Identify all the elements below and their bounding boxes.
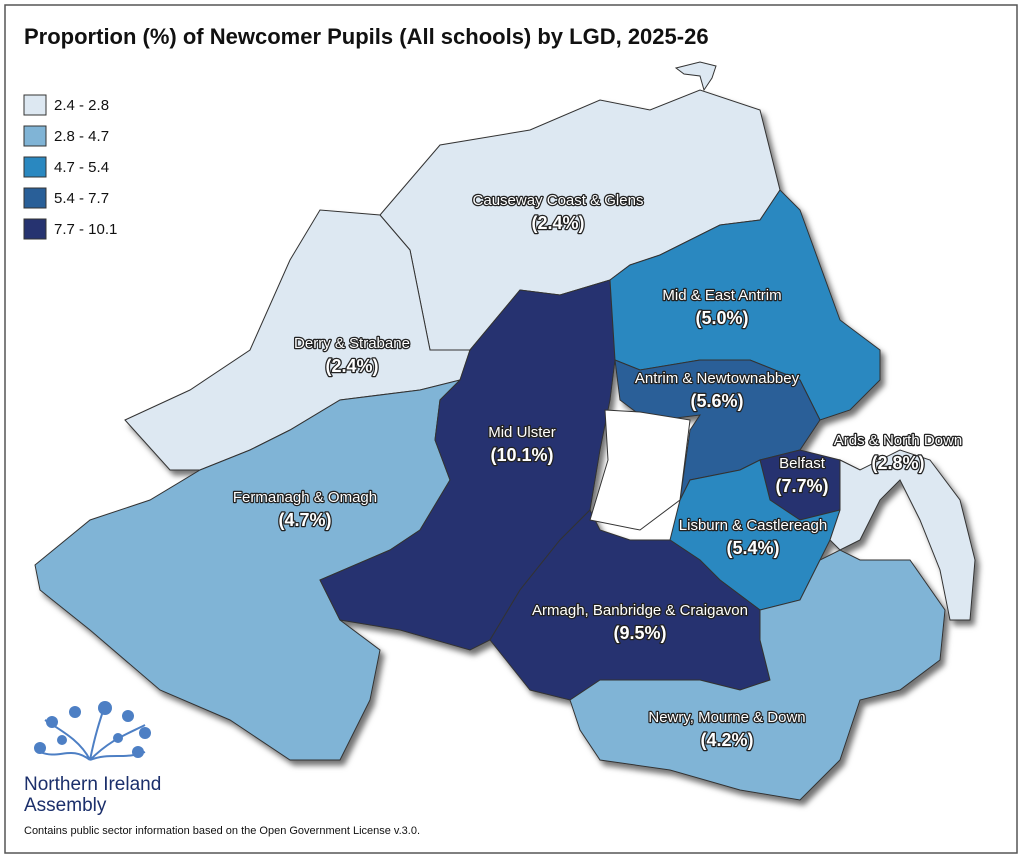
- logo-text: Northern Ireland: [24, 774, 161, 795]
- region-value: (9.5%): [613, 623, 666, 643]
- legend-swatch: [23, 125, 47, 147]
- region-value: (7.7%): [775, 476, 828, 496]
- regions: [34, 89, 976, 801]
- region-value: (5.6%): [690, 391, 743, 411]
- map-title: Proportion (%) of Newcomer Pupils (All s…: [24, 24, 709, 49]
- legend-label: 2.8 - 4.7: [54, 128, 109, 145]
- logo-text: Assembly: [24, 795, 107, 816]
- region-name: Belfast: [779, 455, 826, 472]
- region-name: Lisburn & Castlereagh: [679, 517, 827, 534]
- region-value: (4.2%): [700, 730, 753, 750]
- legend-label: 5.4 - 7.7: [54, 190, 109, 207]
- region-value: (2.8%): [871, 453, 924, 473]
- region: [829, 449, 976, 621]
- lough-neagh: [589, 409, 691, 531]
- footer: Contains public sector information based…: [24, 825, 420, 837]
- legend-label: 7.7 - 10.1: [54, 221, 117, 238]
- region-value: (10.1%): [490, 445, 553, 465]
- logo: Northern Ireland Assembly: [24, 701, 161, 816]
- region-name: Mid & East Antrim: [662, 287, 781, 304]
- region-name: Mid Ulster: [488, 424, 556, 441]
- region-name: Antrim & Newtownabbey: [635, 370, 800, 387]
- labels: Causeway Coast & Glens (2.4%) Derry & Stra…: [232, 191, 964, 752]
- region-value: (2.4%): [325, 356, 378, 376]
- legend-swatch: [23, 218, 47, 240]
- legend-label: 4.7 - 5.4: [54, 159, 109, 176]
- region-value: (2.4%): [531, 213, 584, 233]
- legend-swatch: [23, 187, 47, 209]
- legend-label: 2.4 - 2.8: [54, 97, 109, 114]
- region-name: Newry, Mourne & Down: [648, 709, 805, 726]
- region: [569, 549, 946, 801]
- rathlin-island: [674, 61, 717, 92]
- region-name: Causeway Coast & Glens: [473, 192, 644, 209]
- region-value: (4.7%): [278, 510, 331, 530]
- region-value: (5.0%): [695, 308, 748, 328]
- region-name: Fermanagh & Omagh: [233, 489, 377, 506]
- region-value: (5.4%): [726, 538, 779, 558]
- legend-swatch: [23, 156, 47, 178]
- region-name: Ards & North Down: [834, 432, 962, 449]
- region-name: Armagh, Banbridge & Craigavon: [532, 602, 748, 619]
- region-name: Derry & Strabane: [294, 335, 410, 352]
- legend-swatch: [23, 94, 47, 116]
- legend: 2.4 - 2.8 2.8 - 4.7 4.7 - 5.4 5.4 - 7.7 7.7 …: [23, 94, 117, 240]
